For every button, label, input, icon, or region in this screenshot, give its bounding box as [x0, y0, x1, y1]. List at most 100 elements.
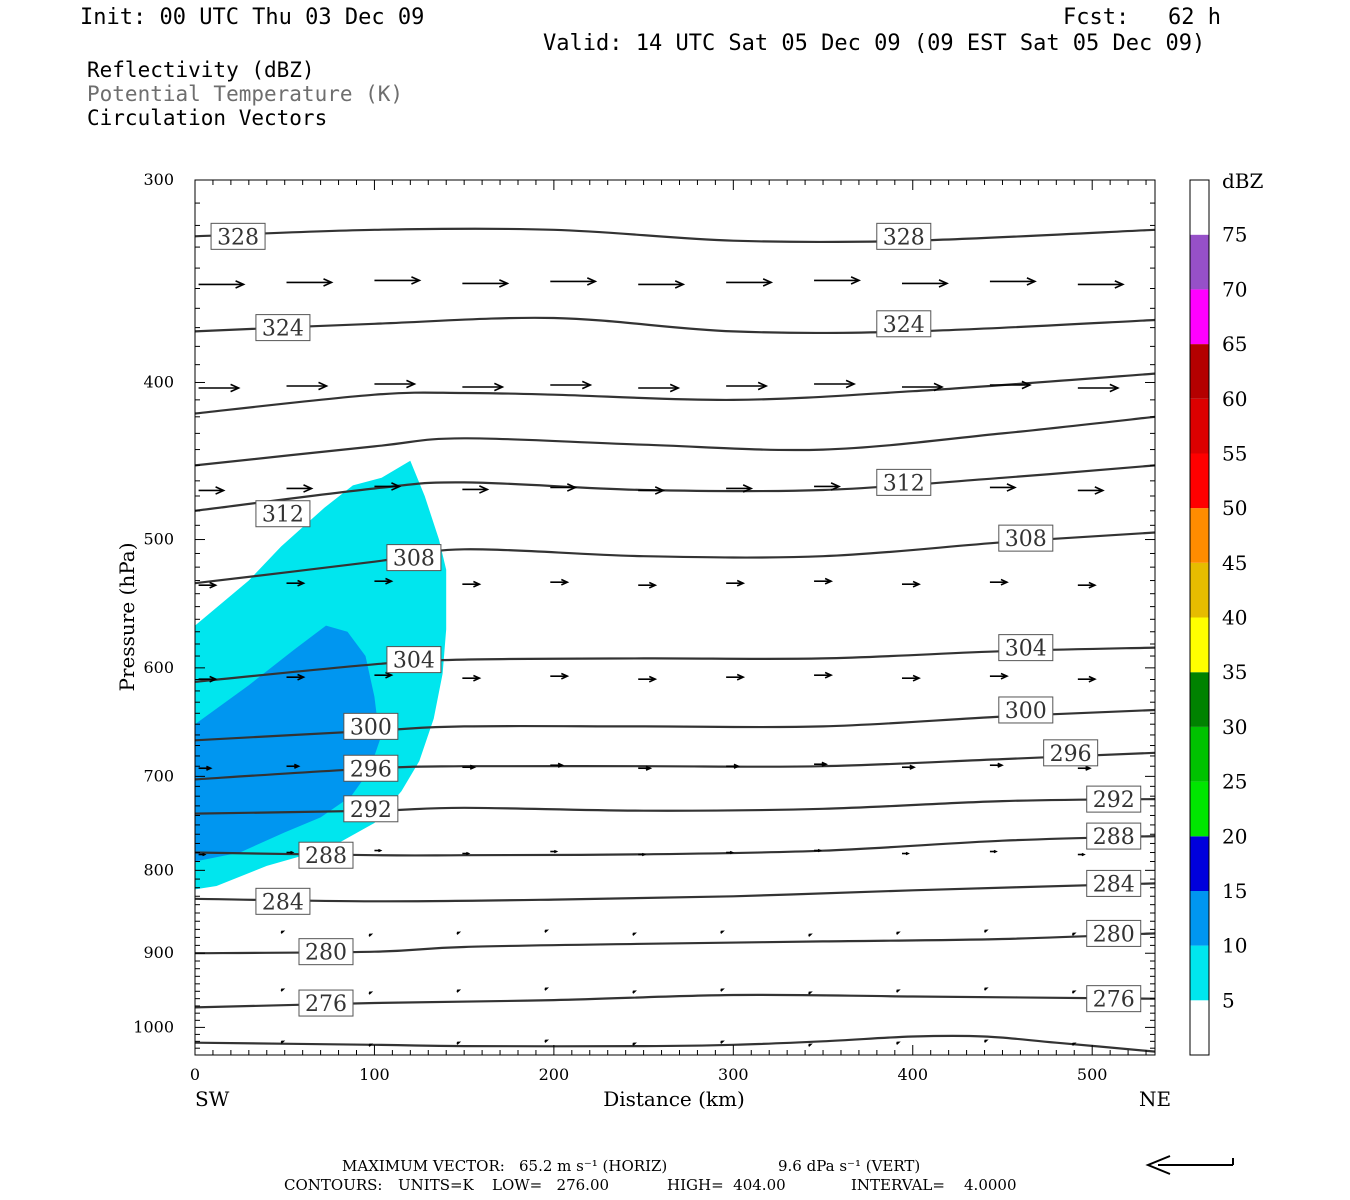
circulation-vector	[638, 675, 658, 683]
circulation-vector	[901, 382, 944, 392]
circulation-vector	[374, 276, 422, 285]
x-end-label-right: NE	[1139, 1087, 1171, 1111]
circulation-vector	[368, 933, 374, 937]
x-tick-label: 0	[190, 1065, 200, 1084]
circulation-vector	[550, 672, 570, 680]
contour-label-box	[1086, 785, 1142, 813]
colorbar-segment	[1190, 617, 1209, 673]
x-tick-label: 100	[359, 1065, 390, 1084]
circulation-vector	[280, 988, 286, 992]
colorbar-label: 40	[1222, 606, 1247, 630]
contour-label: 312	[883, 471, 925, 496]
contour-label-box	[1086, 822, 1142, 850]
colorbar-label: 70	[1222, 277, 1247, 301]
circulation-vector	[280, 1040, 286, 1044]
contour-label: 288	[305, 844, 347, 869]
circulation-vector	[726, 484, 754, 493]
contour-label: 292	[350, 798, 392, 823]
colorbar-segment	[1190, 836, 1209, 891]
colorbar-label: 30	[1222, 715, 1247, 739]
circulation-vector	[374, 577, 394, 585]
y-tick-label: 900	[143, 943, 174, 962]
circulation-vector	[1077, 280, 1125, 289]
circulation-vector	[550, 380, 593, 390]
circulation-vector	[720, 930, 725, 934]
circulation-vector	[550, 849, 559, 854]
circulation-vector	[198, 280, 246, 289]
contours-interval: INTERVAL= 4.0000	[851, 1176, 1017, 1194]
circulation-vector	[901, 851, 910, 856]
circulation-vector	[814, 761, 829, 767]
circulation-vector	[726, 579, 746, 587]
circulation-vector	[550, 578, 570, 586]
circulation-vector	[368, 1043, 374, 1047]
colorbar-label: 55	[1222, 441, 1247, 465]
isentrope-272k	[194, 1034, 1156, 1053]
contour-label-box	[343, 795, 399, 823]
contour-label: 300	[1005, 699, 1047, 724]
contour-label-box	[1086, 985, 1142, 1013]
circulation-vector	[814, 848, 823, 853]
contour-label: 292	[1093, 788, 1135, 813]
contour-label-box	[876, 222, 932, 250]
x-tick-label: 500	[1077, 1065, 1108, 1084]
contour-label: 324	[883, 313, 925, 338]
x-end-label-left: SW	[195, 1087, 230, 1111]
circulation-vector	[726, 763, 741, 769]
contour-label: 276	[1093, 988, 1135, 1013]
contour-label-box	[343, 754, 399, 782]
circulation-vector	[1071, 1042, 1077, 1046]
contour-label-box	[998, 524, 1054, 552]
y-tick-label: 500	[143, 530, 174, 549]
contour-label-box	[255, 887, 311, 915]
circulation-vector	[638, 581, 658, 589]
contour-label: 296	[1050, 742, 1092, 767]
colorbar-segment	[1190, 672, 1209, 727]
contours-units: UNITS=K	[398, 1176, 474, 1194]
circulation-vector	[280, 930, 286, 934]
contour-label: 304	[393, 649, 435, 674]
circulation-vector	[726, 850, 735, 855]
circulation-vector	[198, 383, 241, 393]
colorbar-label: 45	[1222, 551, 1247, 575]
circulation-vector	[286, 278, 334, 287]
max-vector-horiz: 65.2 m s⁻¹ (HORIZ)	[519, 1157, 668, 1175]
circulation-vector	[901, 580, 921, 588]
forecast-hours: 62 h	[1168, 5, 1221, 30]
circulation-vector	[901, 279, 949, 288]
circulation-vector	[544, 987, 550, 991]
circulation-vector	[632, 990, 637, 994]
y-tick-label: 1000	[133, 1017, 174, 1036]
contour-label: 308	[1005, 527, 1047, 552]
contour-label: 276	[305, 992, 347, 1017]
circulation-vector	[462, 764, 477, 770]
contour-label: 312	[262, 503, 304, 528]
circulation-vector	[632, 1042, 637, 1046]
contour-label-box	[343, 712, 399, 740]
circulation-vector	[638, 383, 681, 393]
contour-label-box	[255, 500, 311, 528]
circulation-vector	[286, 484, 314, 493]
reference-vector	[1145, 1155, 1234, 1175]
contours-high: HIGH= 404.00	[667, 1176, 786, 1194]
circulation-vector	[808, 933, 813, 937]
colorbar-segment	[1190, 234, 1209, 290]
contour-label: 280	[305, 941, 347, 966]
colorbar-segment	[1190, 398, 1209, 454]
colorbar-segment	[1190, 562, 1209, 618]
circulation-vector	[198, 852, 207, 857]
circulation-vector	[814, 671, 834, 679]
circulation-vector	[1071, 932, 1077, 936]
contour-label-box	[298, 938, 354, 966]
circulation-vector	[808, 991, 813, 995]
contour-label: 284	[1093, 872, 1135, 897]
colorbar-segment	[1190, 508, 1209, 563]
circulation-vector	[456, 1041, 462, 1045]
contour-label-box	[1086, 869, 1142, 897]
isentrope-284k	[194, 882, 1156, 903]
contour-label: 308	[393, 547, 435, 572]
circulation-vector	[1077, 675, 1097, 683]
contour-label: 328	[217, 225, 259, 250]
circulation-vector	[462, 674, 482, 682]
contour-label-box	[1086, 919, 1142, 947]
